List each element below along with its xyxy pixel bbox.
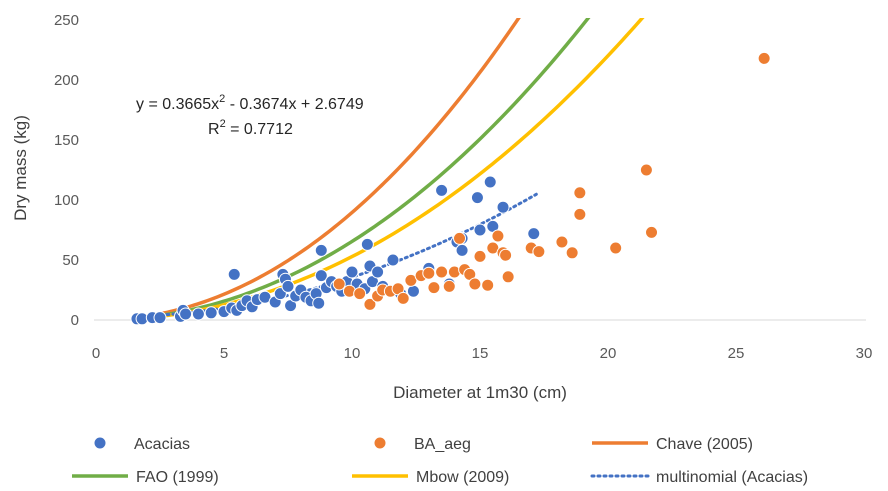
ba-aeg-point [396,291,410,305]
acacias-point [345,265,359,279]
ba-aeg-point [573,186,587,200]
fao-1999-line [146,18,591,319]
ba-aeg-point [422,266,436,280]
legend: Acacias BA_aeg Chave (2005) FAO (1999) Mbow … [72,436,808,486]
legend-label: Chave (2005) [656,436,753,453]
legend-marker [93,436,107,450]
ba-aeg-point [442,279,456,293]
equation-prefix: y = 0.3665x [136,96,219,113]
acacias-point [406,284,420,298]
acacias-point [153,311,167,325]
acacias-point [191,307,205,321]
y-tick-label: 100 [54,192,79,209]
x-tick-label: 25 [728,345,745,362]
chave-2005-line [146,18,521,318]
x-tick-label: 5 [220,345,228,362]
acacias-point [204,306,218,320]
ba-aeg-point [555,235,569,249]
x-axis-title: Diameter at 1m30 (cm) [393,383,567,402]
x-tick-labels: 0 5 10 15 20 25 30 [92,345,873,362]
ba-aeg-point [573,207,587,221]
y-tick-label: 200 [54,72,79,89]
legend-label: Acacias [134,436,190,453]
x-tick-label: 15 [472,345,489,362]
ba-aeg-point [757,51,771,65]
acacias-point [527,227,541,241]
ba-aeg-point [332,277,346,291]
acacias-point [314,269,328,283]
legend-marker [373,436,387,450]
trendline-equation: y = 0.3665x2 - 0.3674x + 2.6749 R2 = 0.7… [136,93,364,138]
data-points [130,51,771,326]
legend-label: BA_aeg [414,436,471,453]
x-tick-label: 0 [92,345,100,362]
y-tick-label: 150 [54,132,79,149]
legend-item-mbow-2009: Mbow (2009) [352,469,509,486]
acacias-point [473,223,487,237]
acacias-point [470,191,484,205]
svg-text:R2 = 0.7712: R2 = 0.7712 [208,118,293,138]
legend-label: FAO (1999) [136,469,219,486]
y-tick-label: 50 [62,252,79,269]
legend-label: Mbow (2009) [416,469,509,486]
ba-aeg-point [609,241,623,255]
mbow-2009-line [147,18,645,320]
equation-superscript: 2 [219,93,225,105]
ba-aeg-point [473,249,487,263]
r2-prefix: R [208,121,220,138]
ba-aeg-point [453,231,467,245]
legend-item-chave-2005: Chave (2005) [592,436,753,453]
equation-suffix: - 0.3674x + 2.6749 [225,96,363,113]
ba-aeg-point [639,163,653,177]
acacias-point [435,183,449,197]
acacias-point [227,267,241,281]
acacias-point [386,253,400,267]
legend-item-ba-aeg: BA_aeg [373,436,471,453]
y-tick-labels: 0 50 100 150 200 250 [54,12,79,329]
legend-label: multinomial (Acacias) [656,469,808,486]
ba-aeg-point [645,225,659,239]
ba-aeg-point [501,270,515,284]
ba-aeg-point [435,265,449,279]
ba-aeg-point [353,287,367,301]
acacias-point [281,279,295,293]
acacias-point [496,200,510,214]
legend-item-multinomial-acacias: multinomial (Acacias) [590,469,808,486]
r2-superscript: 2 [220,118,226,130]
acacias-point [483,175,497,189]
acacias-point [179,307,193,321]
ba-aeg-point [499,248,513,262]
x-tick-label: 30 [856,345,873,362]
y-axis-title: Dry mass (kg) [11,115,30,221]
ba-aeg-point [491,229,505,243]
ba-aeg-point [532,245,546,259]
acacias-point [360,237,374,251]
ba-aeg-point [363,297,377,311]
curves [135,18,645,320]
ba-aeg-point [427,281,441,295]
ba-aeg-point [565,246,579,260]
ba-aeg-point [468,277,482,291]
x-tick-label: 10 [344,345,361,362]
r2-suffix: = 0.7712 [226,121,293,138]
acacias-point [455,243,469,257]
x-tick-label: 20 [600,345,617,362]
acacias-point [314,243,328,257]
svg-text:y = 0.3665x2 - 0.3674x + 2.674: y = 0.3665x2 - 0.3674x + 2.6749 [136,93,364,113]
acacias-point [371,265,385,279]
y-tick-label: 0 [71,312,79,329]
ba-aeg-point [481,278,495,292]
y-tick-label: 250 [54,12,79,29]
legend-item-fao-1999: FAO (1999) [72,469,219,486]
legend-item-acacias: Acacias [93,436,190,453]
acacias-point [312,296,326,310]
